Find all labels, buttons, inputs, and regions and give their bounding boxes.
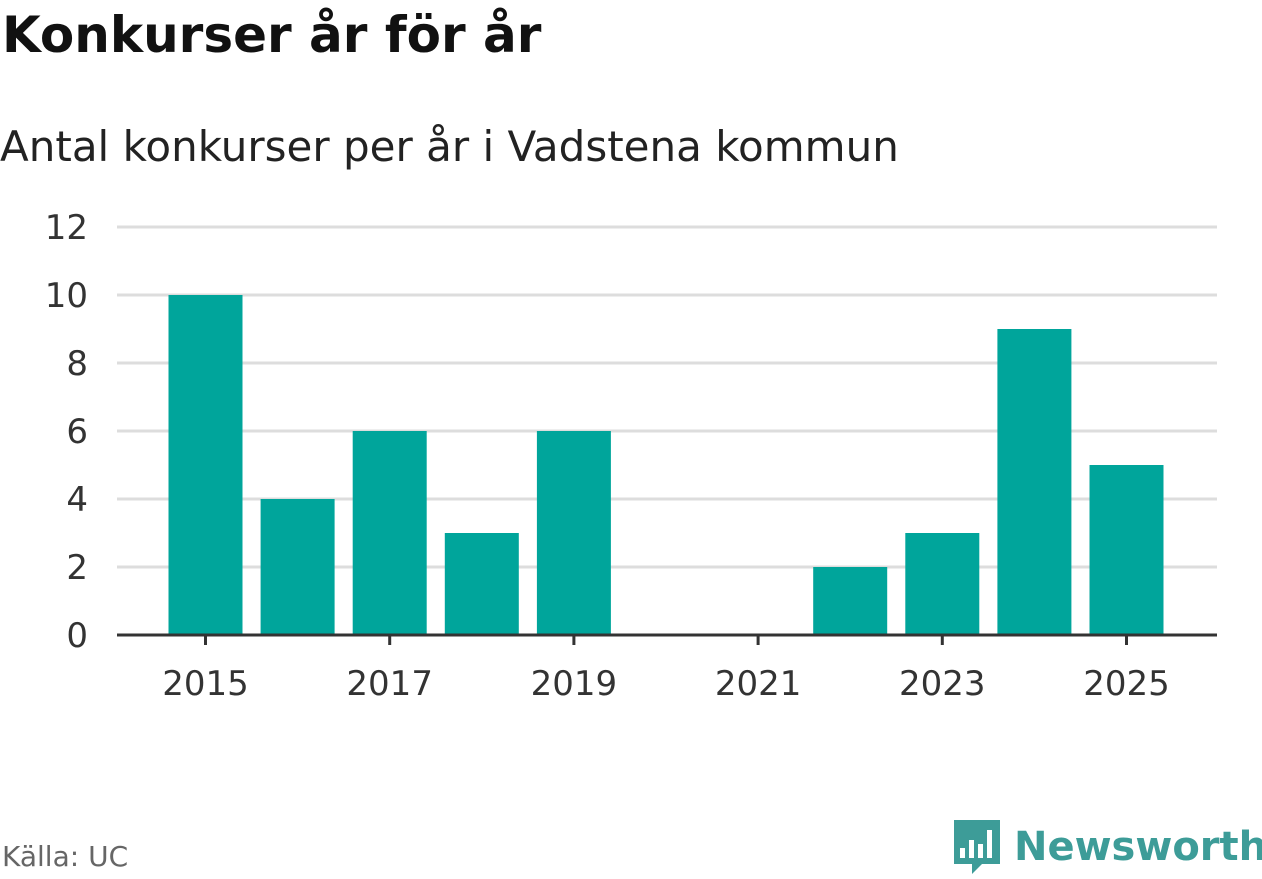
- bar: [813, 567, 888, 635]
- bar: [168, 295, 243, 635]
- y-tick-label: 4: [66, 480, 88, 520]
- brand-logo: Newsworthy: [952, 818, 1262, 876]
- x-tick-label: 2015: [162, 664, 249, 704]
- x-tick-label: 2025: [1083, 664, 1170, 704]
- y-tick-label: 2: [66, 548, 88, 588]
- y-tick-label: 0: [66, 616, 88, 656]
- y-tick-label: 12: [45, 208, 88, 248]
- chart-subtitle: Antal konkurser per år i Vadstena kommun: [0, 122, 899, 171]
- bar: [444, 533, 519, 635]
- chart-title: Konkurser år för år: [2, 6, 542, 64]
- bar: [260, 499, 335, 635]
- x-tick-label: 2021: [715, 664, 802, 704]
- x-tick-label: 2017: [346, 664, 433, 704]
- x-tick-label: 2019: [531, 664, 618, 704]
- source-note: Källa: UC: [2, 840, 129, 873]
- y-tick-label: 6: [66, 412, 88, 452]
- bar: [997, 329, 1072, 635]
- bar: [352, 431, 427, 635]
- brand-name: Newsworthy: [1014, 824, 1262, 870]
- bar-chart-bubble-icon: [954, 820, 1000, 874]
- y-tick-label: 10: [45, 276, 88, 316]
- bar: [1089, 465, 1164, 635]
- bar: [536, 431, 611, 635]
- bar: [905, 533, 980, 635]
- y-tick-label: 8: [66, 344, 88, 384]
- x-tick-label: 2023: [899, 664, 986, 704]
